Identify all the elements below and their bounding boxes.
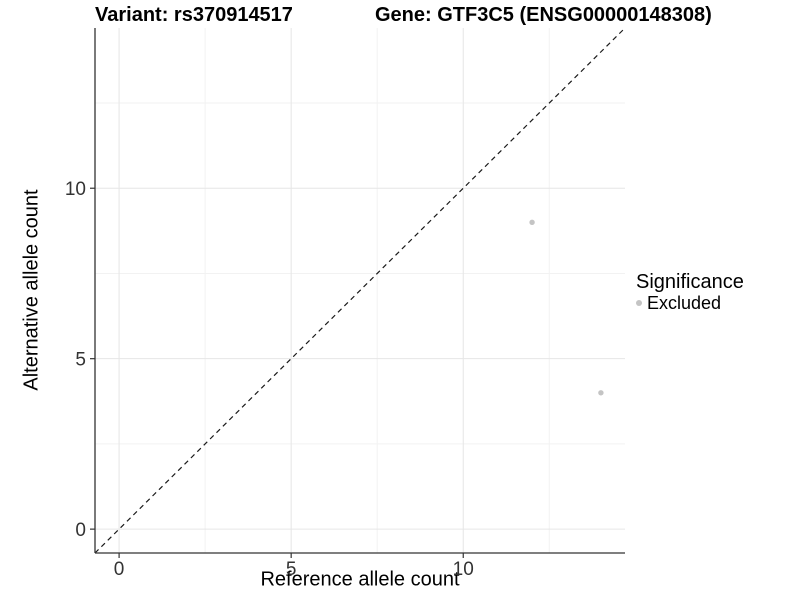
legend: Significance Excluded	[636, 271, 744, 313]
y-tick-label: 5	[75, 350, 86, 371]
x-tick-label: 5	[286, 559, 297, 580]
plot-title-gene: Gene: GTF3C5 (ENSG00000148308)	[375, 4, 712, 26]
y-tick-label: 0	[75, 520, 86, 541]
data-point	[529, 219, 535, 226]
legend-item-label: Excluded	[647, 293, 722, 313]
legend-item-excluded: Excluded	[636, 293, 744, 313]
plot-title-variant: Variant: rs370914517	[95, 4, 293, 26]
legend-point-icon	[636, 300, 642, 306]
identity-dashed-line	[94, 27, 626, 554]
y-tick-label: 10	[65, 179, 86, 200]
x-axis-label: Reference allele count	[260, 568, 460, 591]
legend-title: Significance	[636, 271, 744, 293]
x-tick-label: 10	[453, 559, 474, 580]
data-point	[598, 390, 604, 396]
x-tick-label: 0	[114, 559, 125, 580]
